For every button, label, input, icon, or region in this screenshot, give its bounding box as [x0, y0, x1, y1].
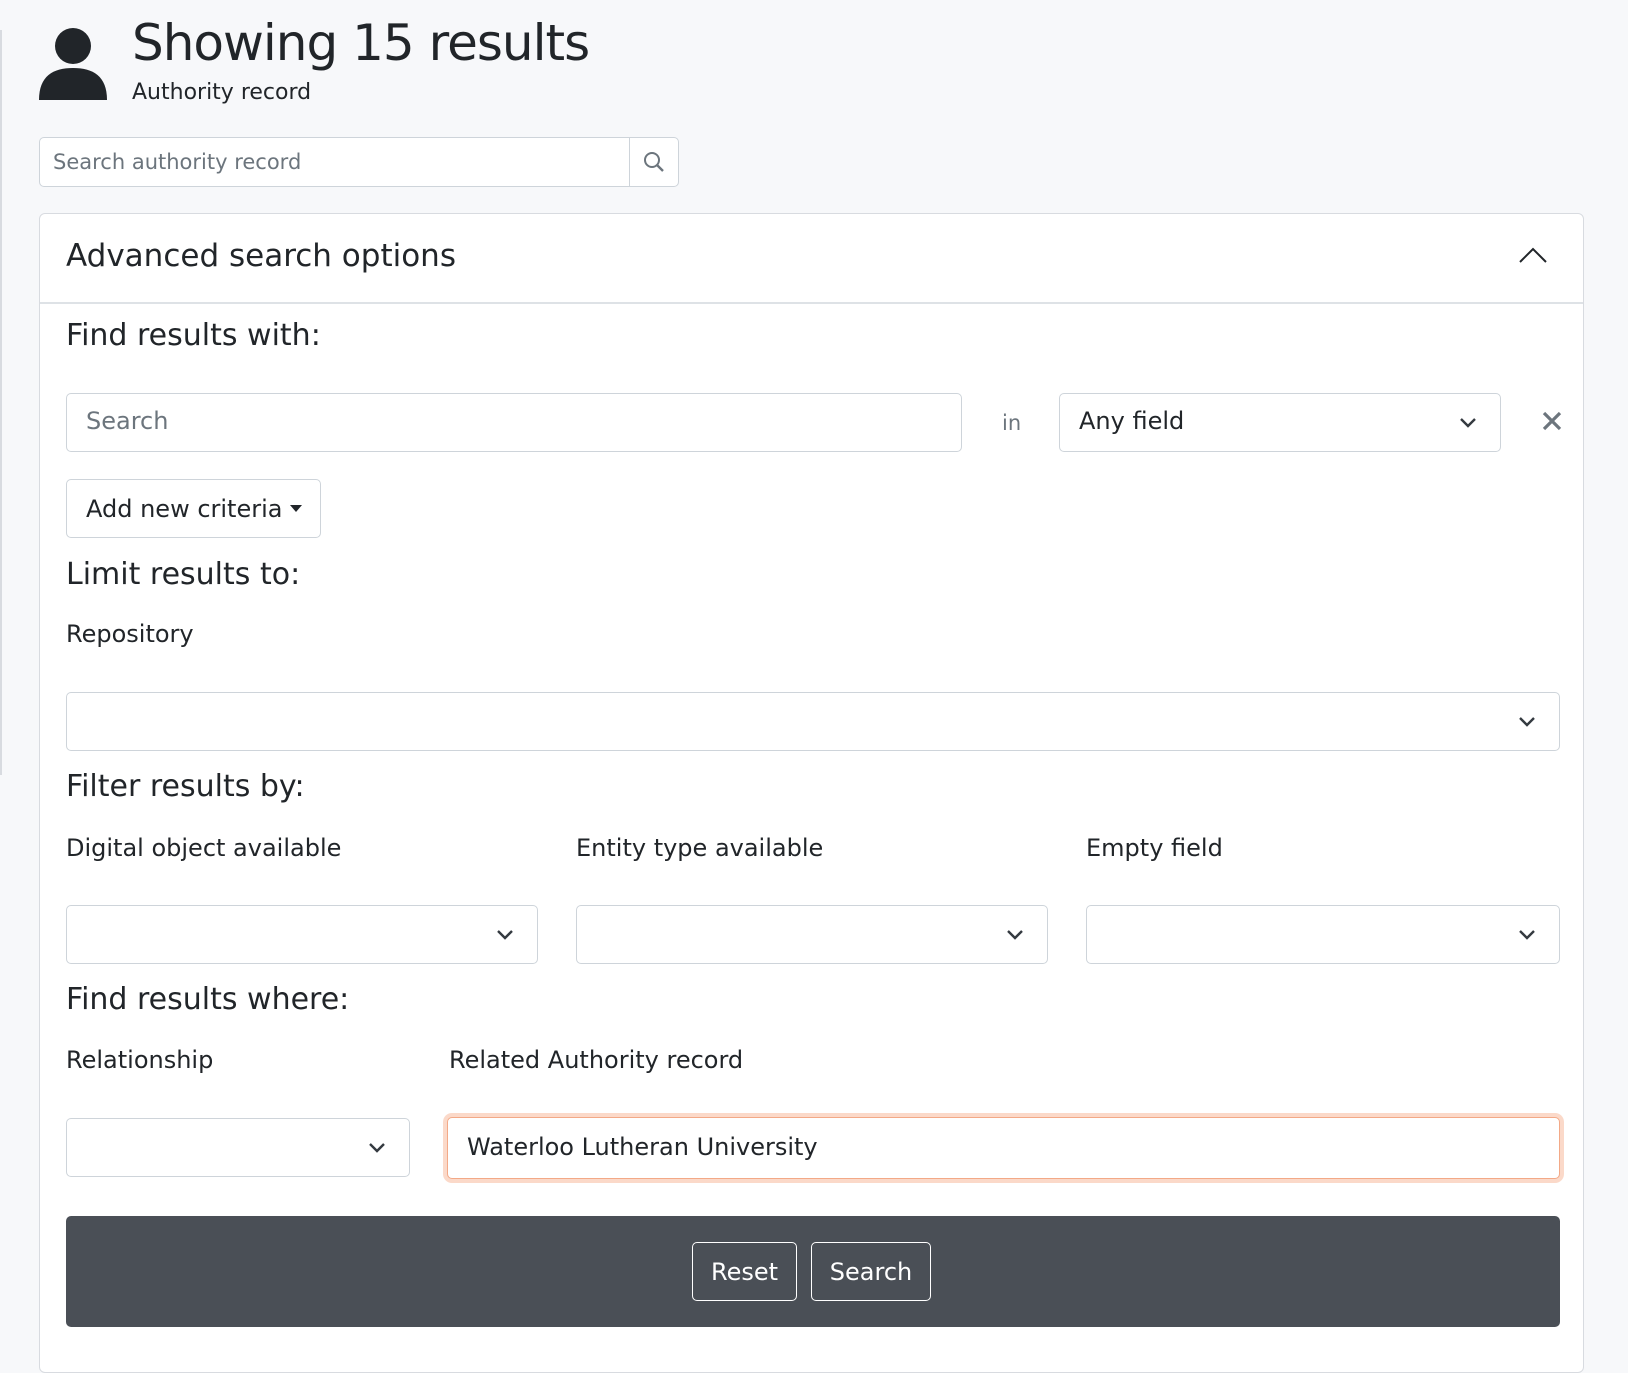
limit-results-heading: Limit results to: [66, 557, 301, 592]
criteria-search-input[interactable]: Search [66, 393, 962, 452]
digital-object-select[interactable] [66, 905, 538, 964]
related-authority-label: Related Authority record [449, 1046, 744, 1074]
person-icon [39, 28, 107, 100]
find-results-with-heading: Find results with: [66, 318, 321, 353]
search-icon [644, 152, 664, 172]
repository-select[interactable] [66, 692, 1560, 751]
relationship-label: Relationship [66, 1046, 214, 1074]
find-results-where-heading: Find results where: [66, 982, 350, 1017]
advanced-search-header[interactable]: Advanced search options [40, 214, 1583, 304]
page-title: Showing 15 results [132, 14, 590, 72]
field-select[interactable]: Any field [1059, 393, 1501, 452]
entity-type-select[interactable] [576, 905, 1048, 964]
repository-label: Repository [66, 620, 194, 648]
chevron-down-icon [369, 1143, 385, 1153]
entity-type-label: Entity type available [576, 834, 824, 862]
chevron-down-icon [1007, 930, 1023, 940]
related-authority-value: Waterloo Lutheran University [467, 1133, 818, 1161]
digital-object-label: Digital object available [66, 834, 342, 862]
field-select-value: Any field [1079, 407, 1185, 435]
close-icon[interactable] [1540, 409, 1564, 433]
search-authority-input[interactable] [40, 138, 629, 186]
filter-results-heading: Filter results by: [66, 769, 305, 804]
empty-field-select[interactable] [1086, 905, 1560, 964]
page-subtitle: Authority record [132, 80, 312, 105]
chevron-down-icon [1519, 717, 1535, 727]
in-label: in [1002, 411, 1022, 435]
chevron-down-icon [1519, 930, 1535, 940]
related-authority-input[interactable]: Waterloo Lutheran University [447, 1117, 1560, 1179]
advanced-search-card: Advanced search options Find results wit… [39, 213, 1584, 1373]
reset-button[interactable]: Reset [692, 1242, 797, 1301]
chevron-down-icon [497, 930, 513, 940]
empty-field-label: Empty field [1086, 834, 1223, 862]
form-actions-bar: Reset Search [66, 1216, 1560, 1327]
sidebar-border [0, 30, 2, 775]
criteria-search-placeholder: Search [86, 407, 169, 435]
advanced-search-title: Advanced search options [66, 238, 456, 274]
caret-down-icon [290, 505, 303, 512]
chevron-up-icon[interactable] [1518, 244, 1548, 268]
chevron-down-icon [1460, 418, 1476, 428]
search-button[interactable] [629, 138, 678, 186]
add-criteria-label: Add new criteria [86, 494, 283, 523]
search-submit-button[interactable]: Search [811, 1242, 931, 1301]
add-criteria-button[interactable]: Add new criteria [66, 479, 321, 538]
relationship-select[interactable] [66, 1118, 410, 1177]
top-search-box [39, 137, 679, 187]
